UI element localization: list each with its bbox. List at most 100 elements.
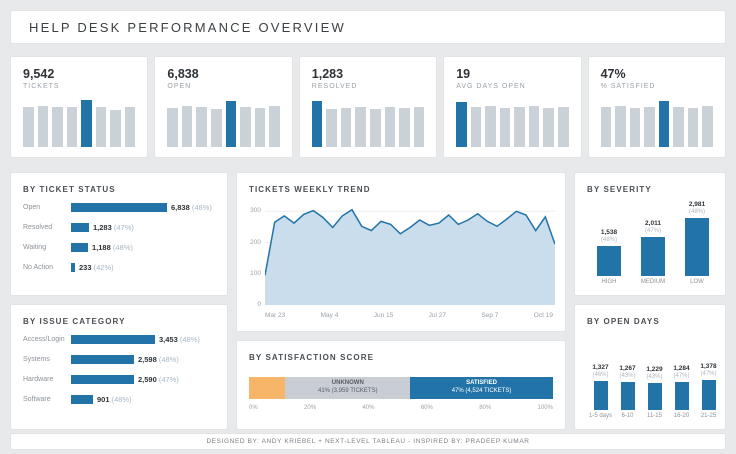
kpi-spark-bar[interactable] xyxy=(369,109,381,147)
trend-area[interactable] xyxy=(265,209,555,305)
segment-label: UNKNOWN xyxy=(331,380,364,387)
bar-category: HIGH xyxy=(601,279,617,285)
kpi-spark-bar[interactable] xyxy=(514,107,525,147)
satisfaction-segment-other[interactable] xyxy=(249,377,286,399)
bar-percent: (42%) xyxy=(93,263,114,272)
kpi-spark-bar[interactable] xyxy=(702,106,713,147)
section-title: TICKETS WEEKLY TREND xyxy=(249,185,371,194)
kpi-spark-bar[interactable] xyxy=(399,108,410,147)
kpi-spark-bar[interactable] xyxy=(543,108,555,147)
bar-column: 1,327 (46%) 1-5 days xyxy=(587,364,614,421)
header-card: HELP DESK PERFORMANCE OVERVIEW xyxy=(10,10,726,44)
bar[interactable] xyxy=(701,380,716,410)
bar-percent: (48%) xyxy=(112,243,133,252)
kpi-spark-bar[interactable] xyxy=(66,107,78,147)
kpi-spark-bar[interactable] xyxy=(254,108,266,147)
kpi-spark-bar-current[interactable] xyxy=(225,101,237,147)
bar[interactable] xyxy=(674,382,689,410)
kpi-spark-bar[interactable] xyxy=(181,106,193,147)
bar-value: 2,981 xyxy=(688,201,706,208)
kpi-spark-bar[interactable] xyxy=(629,108,641,147)
kpi-spark-bar[interactable] xyxy=(110,110,121,147)
kpi-spark-bar[interactable] xyxy=(37,106,49,147)
kpi-spark-bar-current[interactable] xyxy=(456,102,467,147)
bar-row-label: Open xyxy=(23,204,41,211)
kpi-spark-bar[interactable] xyxy=(240,107,251,147)
bar[interactable] xyxy=(620,382,635,410)
kpi-spark-bar[interactable] xyxy=(528,106,540,147)
kpi-spark-bar-current[interactable] xyxy=(311,101,323,147)
x-axis-tick: May 4 xyxy=(320,312,339,319)
bar[interactable] xyxy=(71,203,167,212)
kpi-sparkline xyxy=(167,100,280,147)
satisfaction-segment-satisfied[interactable]: SATISFIED 47% (4,524 TICKETS) xyxy=(410,377,553,399)
bar-value: 6,838 (48%) xyxy=(171,203,212,212)
kpi-spark-bar[interactable] xyxy=(384,107,396,147)
kpi-spark-bar[interactable] xyxy=(52,107,63,147)
kpi-label: TICKETS xyxy=(23,83,60,90)
kpi-spark-bar[interactable] xyxy=(124,107,136,147)
x-axis-tick: Oct 19 xyxy=(533,312,553,319)
bar[interactable] xyxy=(71,243,88,252)
kpi-spark-bar[interactable] xyxy=(269,106,280,147)
kpi-spark-bar[interactable] xyxy=(644,107,655,147)
bar[interactable] xyxy=(685,218,709,276)
bar-column: 1,267 (43%) 6-10 xyxy=(614,365,641,421)
bar[interactable] xyxy=(71,263,75,272)
bar-column: 1,538 (48%) HIGH xyxy=(587,229,631,287)
kpi-row: 9,542 TICKETS 6,838 OPEN 1,283 RESOLVED … xyxy=(10,56,726,158)
kpi-spark-bar-current[interactable] xyxy=(81,100,92,147)
bar[interactable] xyxy=(647,383,662,410)
bar[interactable] xyxy=(641,237,665,276)
footer-credit: DESIGNED BY: ANDY KRIEBEL + NEXT-LEVEL T… xyxy=(206,438,530,445)
bar[interactable] xyxy=(71,223,89,232)
bar[interactable] xyxy=(71,355,134,364)
bar-percent: (43%) xyxy=(646,374,663,380)
kpi-spark-bar[interactable] xyxy=(687,108,699,147)
bar-value: 1,267 xyxy=(619,365,636,372)
kpi-card-resolved: 1,283 RESOLVED xyxy=(298,56,438,158)
kpi-spark-bar[interactable] xyxy=(95,107,107,147)
bar[interactable] xyxy=(71,395,93,404)
kpi-spark-bar[interactable] xyxy=(558,107,569,147)
satisfaction-segment-unknown[interactable]: UNKNOWN 41% (3,959 TICKETS) xyxy=(285,377,411,399)
bar-percent: (46%) xyxy=(592,372,609,378)
kpi-label: RESOLVED xyxy=(311,83,358,90)
kpi-spark-bar-current[interactable] xyxy=(658,101,670,147)
kpi-spark-bar[interactable] xyxy=(615,106,626,147)
trend-x-labels: Mar 23 May 4 Jun 15 Jul 27 Sep 7 Oct 19 xyxy=(265,312,553,319)
kpi-spark-bar[interactable] xyxy=(326,109,337,147)
bar-value: 2,011 xyxy=(645,220,661,227)
kpi-spark-bar[interactable] xyxy=(485,106,496,147)
kpi-spark-bar[interactable] xyxy=(673,107,684,147)
bar-category: 6-10 xyxy=(621,413,634,419)
x-axis-tick: 40% xyxy=(362,405,375,411)
kpi-spark-bar[interactable] xyxy=(211,109,222,147)
kpi-spark-bar[interactable] xyxy=(600,107,612,147)
kpi-value: 9,542 xyxy=(23,67,55,81)
kpi-spark-bar[interactable] xyxy=(413,107,425,147)
ticket-status-chart: Open 6,838 (48%) Resolved 1,283 (47%) Waitin… xyxy=(11,201,227,274)
y-axis-tick: 0 xyxy=(257,301,261,308)
bar-row-label: Access/Login xyxy=(23,336,65,343)
bar[interactable] xyxy=(71,375,134,384)
bar-percent: (48%) xyxy=(688,209,705,215)
bar-row: Software 901 (48%) xyxy=(23,393,215,406)
bar-column: 1,378 (47%) 21-25 xyxy=(695,363,722,421)
page-title: HELP DESK PERFORMANCE OVERVIEW xyxy=(29,19,346,35)
bar[interactable] xyxy=(593,381,608,410)
kpi-spark-bar[interactable] xyxy=(340,108,352,147)
bar-column: 1,229 (43%) 11-15 xyxy=(641,366,668,421)
satisfaction-card: BY SATISFACTION SCORE UNKNOWN 41% (3,959 … xyxy=(236,340,566,430)
bar[interactable] xyxy=(597,246,621,276)
kpi-spark-bar[interactable] xyxy=(470,107,482,147)
bar[interactable] xyxy=(71,335,155,344)
kpi-spark-bar[interactable] xyxy=(499,108,511,147)
kpi-spark-bar[interactable] xyxy=(167,108,178,147)
kpi-spark-bar[interactable] xyxy=(355,107,366,147)
kpi-spark-bar[interactable] xyxy=(196,107,208,147)
x-axis-tick: 0% xyxy=(249,405,258,411)
kpi-spark-bar[interactable] xyxy=(23,107,34,147)
bar-row: Hardware 2,590 (47%) xyxy=(23,373,215,386)
trend-line[interactable] xyxy=(265,208,555,276)
